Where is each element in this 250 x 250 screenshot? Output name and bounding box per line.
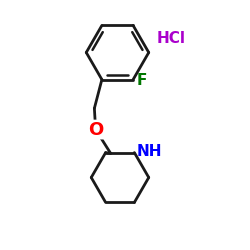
Text: F: F	[137, 73, 147, 88]
Text: NH: NH	[137, 144, 162, 159]
Text: HCl: HCl	[156, 31, 185, 46]
Text: O: O	[88, 120, 103, 138]
